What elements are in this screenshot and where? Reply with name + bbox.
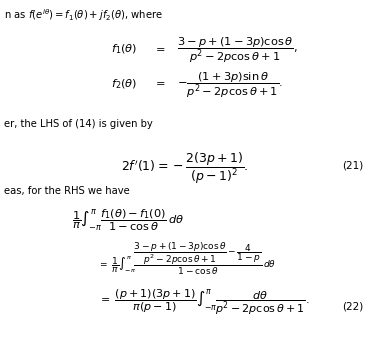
Text: er, the LHS of (14) is given by: er, the LHS of (14) is given by <box>4 119 152 129</box>
Text: (21): (21) <box>342 161 363 171</box>
Text: $f_1(\theta)$: $f_1(\theta)$ <box>111 43 137 56</box>
Text: $=$: $=$ <box>153 43 166 53</box>
Text: $=$: $=$ <box>153 77 166 87</box>
Text: $-\dfrac{(1+3p)\sin\theta}{p^2 - 2p\cos\theta + 1}.$: $-\dfrac{(1+3p)\sin\theta}{p^2 - 2p\cos\… <box>177 71 283 100</box>
Text: (22): (22) <box>342 302 363 312</box>
Text: eas, for the RHS we have: eas, for the RHS we have <box>4 186 130 196</box>
Text: $\dfrac{1}{\pi}\int_{-\pi}^{\pi} \dfrac{f_1(\theta) - f_1(0)}{1 - \cos\theta}\,d: $\dfrac{1}{\pi}\int_{-\pi}^{\pi} \dfrac{… <box>72 208 184 234</box>
Text: $f_2(\theta)$: $f_2(\theta)$ <box>111 77 137 91</box>
Text: $\dfrac{3 - p + (1-3p)\cos\theta}{p^2 - 2p\cos\theta + 1},$: $\dfrac{3 - p + (1-3p)\cos\theta}{p^2 - … <box>177 36 298 65</box>
Text: $2f'(1) = -\dfrac{2(3p+1)}{(p-1)^2}.$: $2f'(1) = -\dfrac{2(3p+1)}{(p-1)^2}.$ <box>121 150 248 186</box>
Text: n as $f(e^{i\theta}) = f_1(\theta) + jf_2(\theta)$, where: n as $f(e^{i\theta}) = f_1(\theta) + jf_… <box>4 8 163 23</box>
Text: $= \; \dfrac{1}{\pi}\int_{-\pi}^{\pi} \dfrac{\dfrac{3-p+(1-3p)\cos\theta}{p^2-2p: $= \; \dfrac{1}{\pi}\int_{-\pi}^{\pi} \d… <box>98 241 276 277</box>
Text: $= \; \dfrac{(p+1)(3p+1)}{\pi(p-1)}\int_{-\pi}^{\pi} \dfrac{d\theta}{p^2 - 2p\co: $= \; \dfrac{(p+1)(3p+1)}{\pi(p-1)}\int_… <box>98 287 310 317</box>
